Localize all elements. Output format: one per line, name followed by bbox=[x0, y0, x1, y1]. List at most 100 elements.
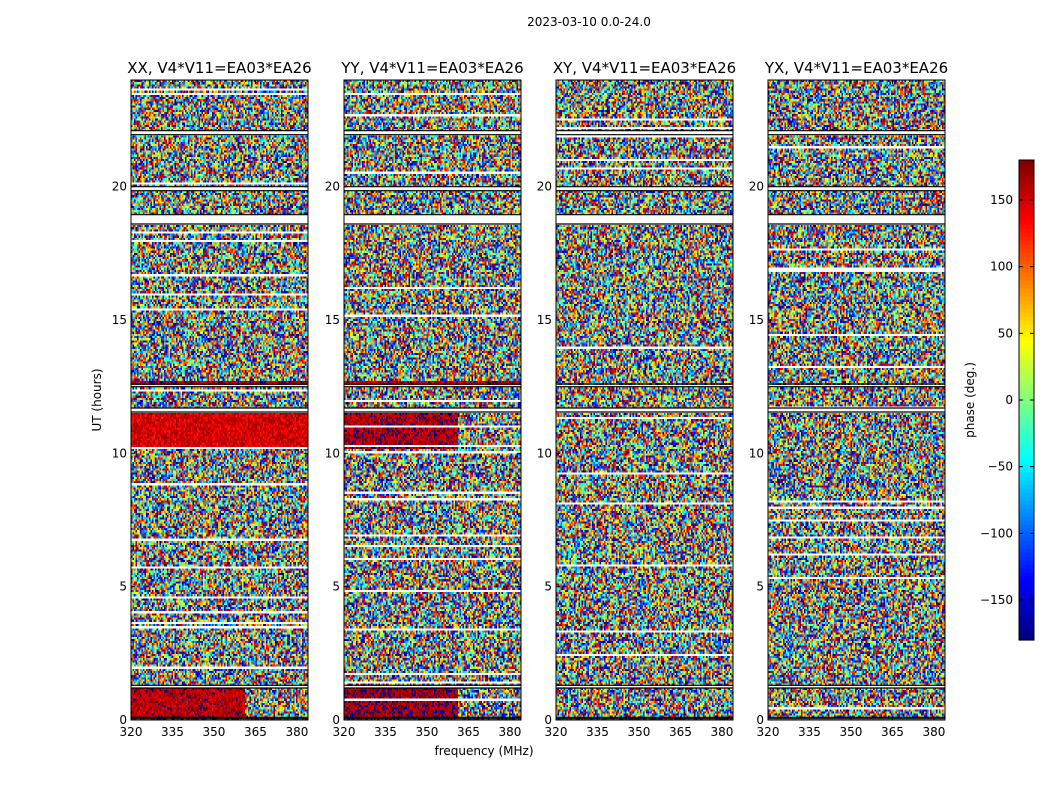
colorbar-segment bbox=[1019, 196, 1034, 201]
colorbar-segment bbox=[1019, 312, 1034, 317]
y-tick-label: 5 bbox=[332, 580, 340, 594]
panel-2: XY, V4*V11=EA03*EA26 320 335 350 365 380 0 5 10 1… bbox=[537, 59, 736, 739]
panel-frame bbox=[343, 79, 522, 721]
colorbar-segment bbox=[1019, 472, 1034, 477]
colorbar-segment bbox=[1019, 500, 1034, 505]
colorbar-segment bbox=[1019, 436, 1034, 441]
colorbar-segment bbox=[1019, 544, 1034, 549]
colorbar-segment bbox=[1019, 452, 1034, 457]
colorbar-segment bbox=[1019, 368, 1034, 373]
colorbar-segment bbox=[1019, 612, 1034, 617]
colorbar-segment bbox=[1019, 236, 1034, 241]
colorbar-tick-label: −100 bbox=[980, 526, 1013, 540]
y-tick-label: 15 bbox=[325, 313, 340, 327]
colorbar-segment bbox=[1019, 344, 1034, 349]
colorbar-segment bbox=[1019, 404, 1034, 409]
colorbar-segment bbox=[1019, 608, 1034, 613]
panels: XX, V4*V11=EA03*EA26 320 335 350 365 380 0 5 10 1… bbox=[112, 59, 948, 739]
colorbar-segment bbox=[1019, 304, 1034, 309]
phase-heatmap-3 bbox=[768, 80, 945, 720]
colorbar-segment bbox=[1019, 564, 1034, 569]
colorbar-segment bbox=[1019, 244, 1034, 249]
colorbar-segment bbox=[1019, 248, 1034, 253]
x-tick-label: 350 bbox=[203, 725, 226, 739]
colorbar-segment bbox=[1019, 320, 1034, 325]
colorbar-segment bbox=[1019, 224, 1034, 229]
colorbar-segment bbox=[1019, 504, 1034, 509]
colorbar-segment bbox=[1019, 268, 1034, 273]
colorbar-segment bbox=[1019, 496, 1034, 501]
colorbar-segment bbox=[1019, 600, 1034, 605]
y-tick-label: 0 bbox=[119, 713, 127, 727]
colorbar-segment bbox=[1019, 324, 1034, 329]
colorbar-segment bbox=[1019, 416, 1034, 421]
panel-frame bbox=[555, 79, 734, 721]
colorbar-segment bbox=[1019, 492, 1034, 497]
colorbar-segment bbox=[1019, 540, 1034, 545]
y-tick-label: 0 bbox=[544, 713, 552, 727]
panel-title: YY, V4*V11=EA03*EA26 bbox=[340, 59, 523, 77]
x-tick-label: 365 bbox=[881, 725, 904, 739]
colorbar-segment bbox=[1019, 392, 1034, 397]
y-tick-label: 10 bbox=[112, 446, 127, 460]
colorbar-segment bbox=[1019, 620, 1034, 625]
figure-suptitle: 2023-03-10 0.0-24.0 bbox=[527, 15, 651, 29]
panel-3: YX, V4*V11=EA03*EA26 320 335 350 365 380 0 5 10 1… bbox=[749, 59, 948, 739]
x-tick-label: 380 bbox=[285, 725, 308, 739]
x-tick-label: 350 bbox=[628, 725, 651, 739]
colorbar-label: phase (deg.) bbox=[963, 362, 977, 438]
y-tick-label: 15 bbox=[749, 313, 764, 327]
panel-title: XY, V4*V11=EA03*EA26 bbox=[553, 59, 736, 77]
panel-0: XX, V4*V11=EA03*EA26 320 335 350 365 380 0 5 10 1… bbox=[112, 59, 312, 739]
colorbar-segment bbox=[1019, 256, 1034, 261]
colorbar-segment bbox=[1019, 184, 1034, 189]
phase-heatmap-0 bbox=[131, 80, 308, 720]
colorbar-segment bbox=[1019, 556, 1034, 561]
colorbar-segment bbox=[1019, 220, 1034, 225]
y-tick-label: 5 bbox=[119, 580, 127, 594]
x-tick-label: 320 bbox=[545, 725, 568, 739]
colorbar-segment bbox=[1019, 552, 1034, 557]
colorbar-segment bbox=[1019, 444, 1034, 449]
colorbar-segment bbox=[1019, 200, 1034, 205]
x-tick-label: 365 bbox=[244, 725, 267, 739]
panel-frame bbox=[767, 79, 946, 721]
colorbar-segment bbox=[1019, 300, 1034, 305]
x-tick-label: 380 bbox=[710, 725, 733, 739]
x-tick-label: 350 bbox=[416, 725, 439, 739]
colorbar-segment bbox=[1019, 484, 1034, 489]
colorbar-segment bbox=[1019, 568, 1034, 573]
colorbar-segment bbox=[1019, 228, 1034, 233]
colorbar-segment bbox=[1019, 288, 1034, 293]
x-tick-label: 365 bbox=[457, 725, 480, 739]
colorbar-segment bbox=[1019, 488, 1034, 493]
x-tick-label: 320 bbox=[120, 725, 143, 739]
x-tick-label: 365 bbox=[669, 725, 692, 739]
colorbar-segment bbox=[1019, 464, 1034, 469]
x-tick-label: 380 bbox=[922, 725, 945, 739]
y-tick-label: 20 bbox=[112, 180, 127, 194]
colorbar-segment bbox=[1019, 160, 1034, 165]
colorbar-segment bbox=[1019, 276, 1034, 281]
colorbar-segment bbox=[1019, 292, 1034, 297]
colorbar-segment bbox=[1019, 308, 1034, 313]
colorbar-segment bbox=[1019, 548, 1034, 553]
x-tick-label: 335 bbox=[586, 725, 609, 739]
y-tick-label: 5 bbox=[544, 580, 552, 594]
colorbar-segment bbox=[1019, 428, 1034, 433]
y-tick-label: 10 bbox=[749, 446, 764, 460]
colorbar-segment bbox=[1019, 272, 1034, 277]
x-tick-label: 335 bbox=[161, 725, 184, 739]
colorbar-segment bbox=[1019, 172, 1034, 177]
panel-title: XX, V4*V11=EA03*EA26 bbox=[127, 59, 311, 77]
colorbar-tick-label: 150 bbox=[990, 193, 1013, 207]
colorbar-segment bbox=[1019, 208, 1034, 213]
colorbar-segment bbox=[1019, 336, 1034, 341]
colorbar-segment bbox=[1019, 468, 1034, 473]
colorbar-segment bbox=[1019, 616, 1034, 621]
y-tick-label: 5 bbox=[756, 580, 764, 594]
colorbar-segment bbox=[1019, 388, 1034, 393]
colorbar-segment bbox=[1019, 580, 1034, 585]
colorbar-segment bbox=[1019, 216, 1034, 221]
colorbar-segment bbox=[1019, 508, 1034, 513]
